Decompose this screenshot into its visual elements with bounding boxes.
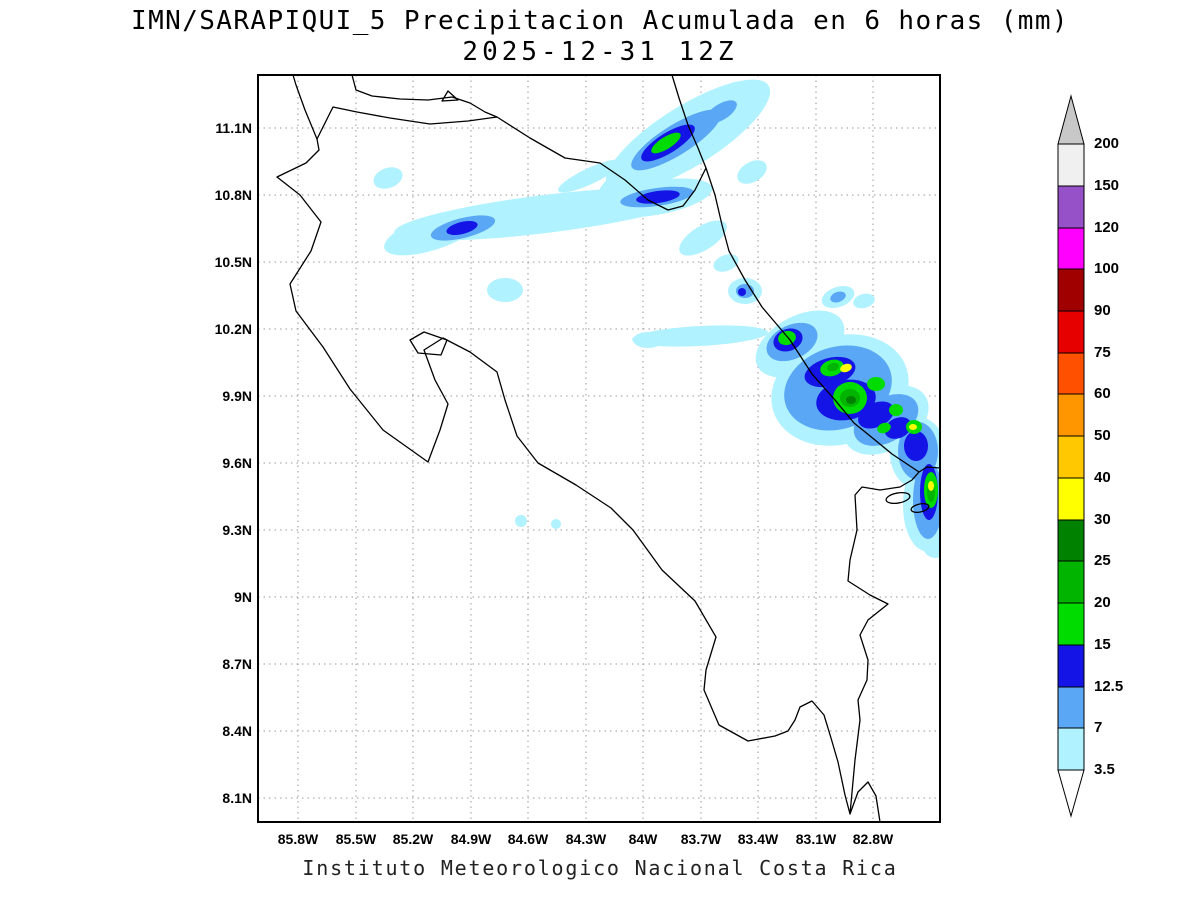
colorbar-segment: [1057, 686, 1085, 729]
precip-shading: [373, 79, 940, 558]
solentiname-island: [441, 90, 459, 102]
colorbar-segment: [1057, 727, 1085, 771]
colorbar-above-max-arrow: [1057, 94, 1085, 145]
lat-label: 9.9N: [222, 388, 252, 404]
colorbar-segment: [1057, 227, 1085, 270]
colorbar-segment: [1057, 352, 1085, 395]
panama-pacific-coast: [849, 781, 881, 822]
colorbar-tick-label: 75: [1094, 344, 1111, 361]
lon-label: 84.9W: [450, 831, 492, 847]
bocas-island: [885, 492, 911, 504]
colorbar-tick-label: 12.5: [1094, 678, 1124, 695]
graticule-grid: [258, 75, 940, 822]
colorbar-segment: [1057, 185, 1085, 229]
lat-label: 10.2N: [214, 321, 252, 337]
colorbar-tick-label: 60: [1094, 385, 1111, 402]
colorbar-segment: [1057, 143, 1085, 187]
colorbar-segment: [1057, 477, 1085, 521]
colorbar-segment: [1057, 519, 1085, 562]
colorbar-tick-label: 20: [1094, 594, 1111, 611]
lon-label: 83.7W: [680, 831, 722, 847]
panama-caribbean-coast: [918, 466, 940, 473]
lon-label: 85.8W: [277, 831, 319, 847]
lon-label: 83.4W: [737, 831, 779, 847]
colorbar-tick-label: 50: [1094, 427, 1111, 444]
colorbar-segment: [1057, 644, 1085, 688]
colorbar-tick-label: 30: [1094, 511, 1111, 528]
colorbar-tick-label: 3.5: [1094, 761, 1115, 778]
colorbar-segment: [1057, 435, 1085, 479]
lon-label: 84.6W: [507, 831, 549, 847]
colorbar: [1057, 94, 1085, 818]
colorbar-tick-label: 150: [1094, 177, 1120, 194]
lat-label: 9.6N: [222, 455, 252, 471]
colorbar-tick-label: 120: [1094, 219, 1120, 236]
chira-island: [409, 331, 448, 356]
precip-level-25-layer: [846, 396, 856, 404]
bocas-island: [910, 503, 930, 513]
colorbar-tick-label: 200: [1094, 135, 1120, 152]
lake-nicaragua-shore: [351, 75, 498, 118]
lat-label: 10.5N: [214, 254, 252, 270]
colorbar-tick-label: 90: [1094, 302, 1111, 319]
colorbar-tick-label: 7: [1094, 719, 1103, 736]
precip-level-30-layer: [840, 363, 934, 491]
map-datetime: 2025-12-31 12Z: [462, 37, 738, 67]
colorbar-tick-label: 40: [1094, 469, 1111, 486]
nicaragua-pacific-coast: [292, 75, 318, 140]
lat-label: 8.4N: [222, 723, 252, 739]
lat-label: 9N: [234, 589, 252, 605]
colorbar-segment: [1057, 602, 1085, 646]
lon-label: 85.5W: [335, 831, 377, 847]
lon-label: 83.1W: [795, 831, 837, 847]
colorbar-segment: [1057, 268, 1085, 312]
colorbar-segment: [1057, 560, 1085, 604]
lat-label: 11.1N: [215, 120, 252, 136]
lon-label: 84W: [628, 831, 658, 847]
map-frame: [257, 74, 941, 823]
colorbar-below-min-arrow: [1057, 769, 1085, 818]
institute-caption: Instituto Meteorologico Nacional Costa R…: [302, 856, 898, 880]
colorbar-tick-label: 25: [1094, 552, 1111, 569]
lat-label: 8.1N: [222, 790, 252, 806]
costa-rica-coastline: [276, 106, 920, 815]
map-title: IMN/SARAPIQUI_5 Precipitacion Acumulada …: [131, 6, 1069, 36]
colorbar-segment: [1057, 310, 1085, 354]
lat-label: 10.8N: [214, 187, 252, 203]
colorbar-segment: [1057, 393, 1085, 437]
lon-label: 82.8W: [852, 831, 894, 847]
colorbar-tick-label: 15: [1094, 636, 1111, 653]
lat-label: 9.3N: [222, 522, 252, 538]
nicaragua-caribbean-coast: [671, 75, 707, 169]
lon-label: 84.3W: [565, 831, 607, 847]
lon-label: 85.2W: [392, 831, 434, 847]
colorbar-tick-label: 100: [1094, 260, 1120, 277]
precip-level-12p5-layer: [446, 124, 938, 520]
lat-label: 8.7N: [222, 656, 252, 672]
